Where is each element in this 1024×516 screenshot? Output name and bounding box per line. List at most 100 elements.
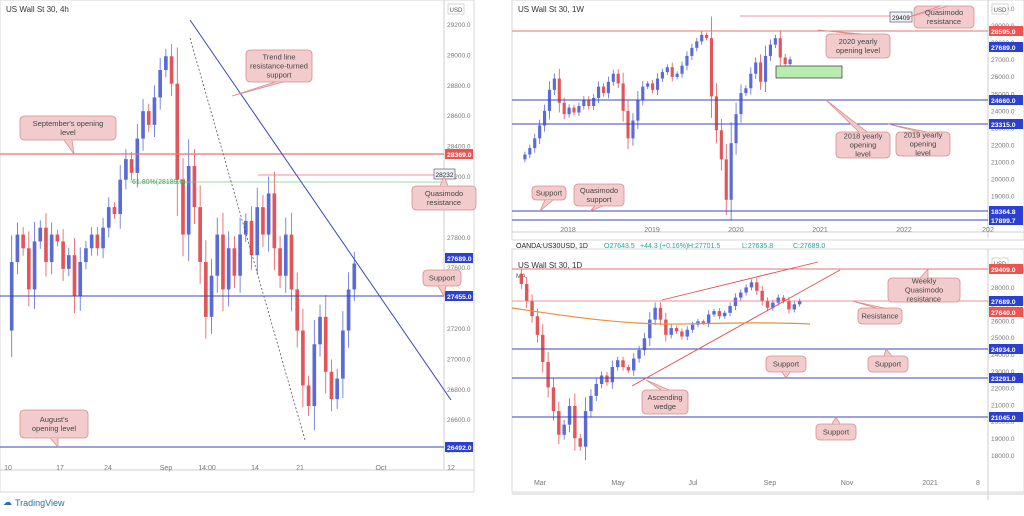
x-tick-label: 2020 <box>728 227 744 234</box>
price-tag <box>989 264 1023 274</box>
candle-body <box>637 350 641 359</box>
annotation-pointer <box>781 371 791 379</box>
y-tick-label: 28000.0 <box>991 285 1015 292</box>
annotation-line: opening level <box>836 46 881 55</box>
price-tag <box>989 95 1023 105</box>
candle-body <box>599 375 604 384</box>
candle-body <box>674 328 679 332</box>
y-tick-label: 19000.0 <box>991 436 1015 443</box>
candle-body <box>706 314 711 323</box>
candle-body <box>352 263 357 290</box>
annotation-pointer <box>905 5 949 19</box>
candles-0 <box>9 44 357 431</box>
candle-body <box>266 193 271 235</box>
box-29409 <box>889 11 913 23</box>
currency-box <box>991 3 1009 15</box>
candle-body <box>781 297 786 301</box>
candle-body <box>101 227 105 249</box>
price-tag-label: 21045.0 <box>991 415 1016 422</box>
candle-body <box>658 307 663 320</box>
candle-body <box>615 360 620 368</box>
annotation: September's opening level <box>19 115 117 155</box>
annotation: 2019 yearly opening level <box>887 123 951 158</box>
annotation: Quasimodo resistance <box>905 5 975 29</box>
candle-body <box>84 248 88 262</box>
annotation-line: wedge <box>653 402 676 411</box>
candle-body <box>696 321 700 325</box>
price-tag <box>989 206 1023 216</box>
candle-body <box>562 102 566 115</box>
candle-body <box>232 248 237 276</box>
candle-body <box>546 361 550 388</box>
price-tag-label: 27689.0 <box>991 45 1016 52</box>
annotation-line: Weekly <box>912 277 937 286</box>
candle-body <box>626 110 630 139</box>
x-tick-label: 14 <box>251 465 259 472</box>
y-tick-label: 29000.0 <box>447 52 471 59</box>
y-tick-label: 26000.0 <box>991 318 1015 325</box>
candle-body <box>660 72 664 79</box>
price-tag <box>989 412 1023 422</box>
y-tick-label: 27000.0 <box>447 356 471 363</box>
candle-body <box>583 411 588 447</box>
candle-body <box>198 207 202 262</box>
y-tick-label: 22000.0 <box>991 386 1015 393</box>
candle-body <box>89 234 94 249</box>
annotation-line: resistance-turned <box>250 62 308 71</box>
candle-body <box>685 329 689 337</box>
y-tick-label: 27800.0 <box>447 235 471 242</box>
candle-body <box>72 255 77 297</box>
candle-body <box>306 385 311 406</box>
candle-body <box>749 73 753 89</box>
candle-body <box>744 287 748 293</box>
candle-body <box>680 65 684 74</box>
y-tick-label: 23000.0 <box>991 369 1015 376</box>
candle-body <box>606 81 610 94</box>
annotation-text: Ascending wedge <box>647 393 682 411</box>
candle-body <box>278 248 282 276</box>
candle-body <box>215 234 220 276</box>
candle-body <box>665 67 669 73</box>
tradingview-watermark[interactable]: ☁ TradingView <box>3 497 65 508</box>
annotation-text: Weekly Quasimodo resistance <box>905 277 943 304</box>
candle-body <box>642 338 647 351</box>
annotation-text: 2018 yearly opening level <box>844 132 883 159</box>
candle-body <box>655 78 660 90</box>
annotation: Quasimodo support <box>573 183 625 212</box>
annotation-line: Resistance <box>861 312 898 321</box>
candle-body <box>129 159 134 173</box>
candle-body <box>538 125 542 139</box>
annotation-line: level <box>915 149 931 158</box>
candle-body <box>768 44 773 56</box>
x-tick-label: 14:00 <box>198 465 216 472</box>
annotation-line: opening level <box>32 424 77 433</box>
demand-zone <box>775 65 843 79</box>
annotation-text: 2019 yearly opening level <box>904 131 943 158</box>
candle-body <box>733 297 738 307</box>
candle-body <box>55 234 60 242</box>
x-tick-label: 2021 <box>812 227 828 234</box>
candle-body <box>175 83 180 180</box>
annotation: Support <box>815 416 857 441</box>
drawings-1w: 29409 <box>512 11 988 221</box>
candle-body <box>792 304 797 310</box>
candle-body <box>755 282 759 291</box>
x-tick-label: 10 <box>4 465 12 472</box>
annotation-line: August's <box>40 415 69 424</box>
candle-body <box>95 234 100 249</box>
candle-body <box>744 88 748 94</box>
candle-body <box>616 73 620 84</box>
candle-body <box>587 99 591 107</box>
candle-body <box>221 234 225 290</box>
annotation-pointer <box>589 205 604 212</box>
candle-body <box>141 111 145 139</box>
annotation-text: Quasimodo resistance <box>425 189 463 207</box>
candle-body <box>648 319 652 339</box>
box-29409-label: 29409 <box>892 15 910 22</box>
candle-body <box>680 331 684 337</box>
y-tick-label: 28400.0 <box>447 144 471 151</box>
candle-body <box>641 86 645 100</box>
candle-body <box>712 311 716 315</box>
x-tick-label: 2018 <box>560 227 576 234</box>
candle-body <box>49 234 54 262</box>
